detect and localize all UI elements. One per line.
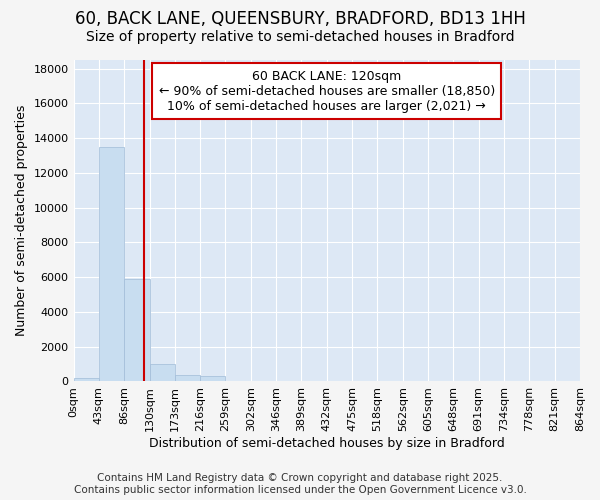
Text: Size of property relative to semi-detached houses in Bradford: Size of property relative to semi-detach… xyxy=(86,30,514,44)
Bar xyxy=(74,378,99,382)
X-axis label: Distribution of semi-detached houses by size in Bradford: Distribution of semi-detached houses by … xyxy=(149,437,505,450)
Bar xyxy=(149,364,175,382)
Bar xyxy=(200,376,226,382)
Text: Contains HM Land Registry data © Crown copyright and database right 2025.
Contai: Contains HM Land Registry data © Crown c… xyxy=(74,474,526,495)
Text: 60, BACK LANE, QUEENSBURY, BRADFORD, BD13 1HH: 60, BACK LANE, QUEENSBURY, BRADFORD, BD1… xyxy=(74,10,526,28)
Bar xyxy=(124,279,149,382)
Bar xyxy=(175,376,200,382)
Text: 60 BACK LANE: 120sqm
← 90% of semi-detached houses are smaller (18,850)
10% of s: 60 BACK LANE: 120sqm ← 90% of semi-detac… xyxy=(158,70,495,112)
Bar xyxy=(99,147,124,382)
Y-axis label: Number of semi-detached properties: Number of semi-detached properties xyxy=(15,105,28,336)
